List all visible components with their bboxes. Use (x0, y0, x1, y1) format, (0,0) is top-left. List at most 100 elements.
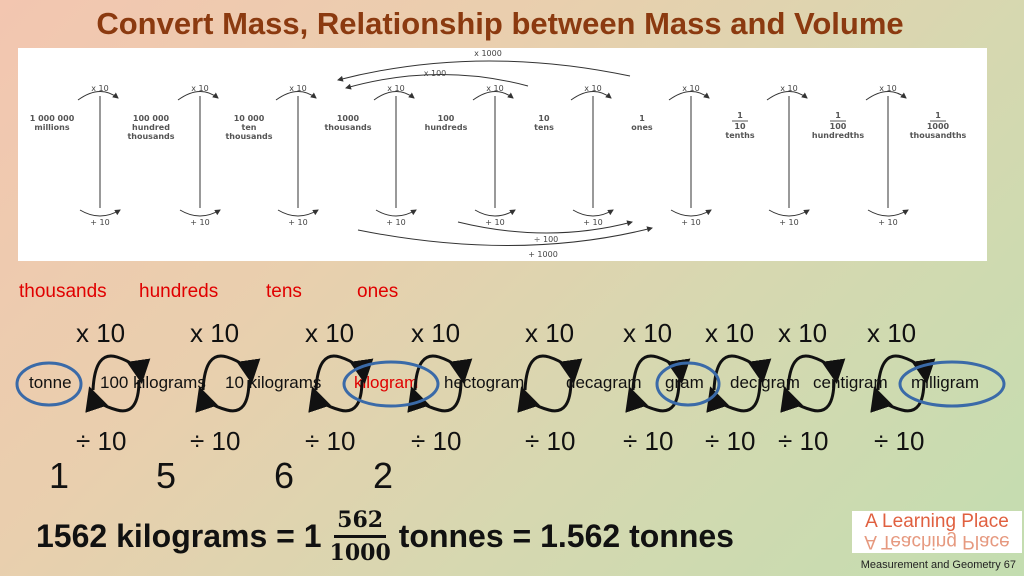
chart-divide-label: + 10 (878, 218, 897, 227)
chart-arc (277, 209, 319, 217)
chart-multiply-label: x 10 (879, 84, 896, 93)
unit-10-kilograms: 10 kilograms (225, 373, 322, 392)
chart-multiply-label: x 10 (91, 84, 108, 93)
chart-arc (179, 209, 221, 217)
place-value-chart: x 1000 x 100 x 10 + 10 x 10 + 10 x 10 + 10 x 10… (18, 48, 987, 261)
divide-arrow (517, 379, 573, 413)
chart-column-value: 100 (438, 114, 455, 123)
chart-long-arc (357, 226, 653, 246)
chart-arc (474, 209, 516, 217)
chart-divide-label: + 10 (90, 218, 109, 227)
chart-column-name: millions (34, 123, 69, 132)
chart-column-name: hundred (132, 123, 170, 132)
chart-multiply-label: x 10 (584, 84, 601, 93)
unit-hectogram: hectogram (444, 373, 525, 392)
chart-multiply-label: x 10 (289, 84, 306, 93)
chart-arc (570, 91, 612, 101)
chart-column-name: tens (534, 123, 554, 132)
divide-label: ÷ 10 (525, 426, 576, 456)
chart-column-value: 1 (639, 114, 645, 123)
chart-multiply-label: x 10 (387, 84, 404, 93)
chart-arc (177, 91, 219, 101)
chart-arc (572, 209, 614, 217)
unit-centigram: centigram (813, 373, 888, 392)
multiply-label: x 10 (525, 318, 575, 348)
multiply-label: x 10 (305, 318, 355, 348)
chart-arc (766, 91, 808, 101)
chart-column-name: tenths (725, 131, 754, 140)
logo: A Learning Place A Teaching Place (852, 511, 1022, 553)
chart-multiply-label: x 10 (780, 84, 797, 93)
chart-arc (865, 91, 907, 101)
chart-arc (275, 91, 317, 101)
digit-tens: 6 (274, 455, 295, 496)
chart-bottom-arc-label: + 1000 (528, 250, 558, 259)
chart-column-name: thousands (225, 132, 272, 141)
place-value-chart-svg: x 1000 x 100 x 10 + 10 x 10 + 10 x 10 + 10 x 10… (30, 49, 967, 259)
divide-label: ÷ 10 (76, 426, 127, 456)
chart-divide-label: + 10 (288, 218, 307, 227)
multiply-label: x 10 (190, 318, 240, 348)
chart-column-name: hundredths (812, 131, 864, 140)
chart-fraction-numerator: 1 (935, 111, 941, 120)
multiply-label: x 10 (778, 318, 828, 348)
chart-divide-label: + 10 (779, 218, 798, 227)
logo-mirror-text: A Teaching Place (864, 531, 1010, 552)
place-header-ones: ones (357, 281, 399, 302)
multiply-label: x 10 (76, 318, 126, 348)
equation-fraction: 562 1000 (330, 507, 391, 566)
divide-label: ÷ 10 (705, 426, 756, 456)
fraction-denominator: 1000 (329, 539, 391, 566)
chart-column-name: thousandths (910, 131, 967, 140)
equation-left: 1562 kilograms = 1 (36, 517, 322, 554)
chart-fraction-denominator: 1000 (927, 122, 950, 131)
chart-column-name: thousands (324, 123, 371, 132)
unit-kilogram: kilogram (354, 373, 419, 392)
chart-column-value: 10 000 (234, 114, 265, 123)
multiply-label: x 10 (705, 318, 755, 348)
chart-long-arc (345, 74, 529, 90)
chart-arc (373, 91, 415, 101)
divide-label: ÷ 10 (623, 426, 674, 456)
chart-bottom-arc-label: ÷ 100 (534, 235, 559, 244)
place-header-thousands: thousands (19, 281, 107, 302)
multiply-label: x 10 (623, 318, 673, 348)
equation-right: tonnes = 1.562 tonnes (398, 517, 734, 554)
chart-arc (670, 209, 712, 217)
chart-multiply-label: x 10 (682, 84, 699, 93)
divide-label: ÷ 10 (778, 426, 829, 456)
chart-column-name: thousands (127, 132, 174, 141)
conversion-equation: 1562 kilograms = 1 562 1000 tonnes = 1.5… (36, 500, 734, 572)
chart-fraction-numerator: 1 (737, 111, 743, 120)
chart-arc (79, 209, 121, 217)
digit-hundreds: 5 (156, 455, 177, 496)
chart-long-arc (337, 60, 631, 82)
chart-column-value: 100 000 (133, 114, 170, 123)
page-title: Convert Mass, Relationship between Mass … (96, 6, 904, 41)
divide-label: ÷ 10 (411, 426, 462, 456)
chart-divide-label: + 10 (681, 218, 700, 227)
chart-arc (768, 209, 810, 217)
chart-multiply-label: x 10 (191, 84, 208, 93)
unit-tonne: tonne (29, 373, 72, 392)
fraction-numerator: 562 (334, 507, 387, 538)
chart-arc (375, 209, 417, 217)
unit-decagram: decagram (566, 373, 642, 392)
chart-fraction-numerator: 1 (835, 111, 841, 120)
place-header-hundreds: hundreds (139, 281, 219, 302)
chart-column-name: hundreds (425, 123, 468, 132)
footer-text: Measurement and Geometry 67 (860, 559, 1016, 571)
chart-multiply-label: x 10 (486, 84, 503, 93)
chart-fraction-denominator: 10 (734, 122, 746, 131)
chart-divide-label: + 10 (190, 218, 209, 227)
divide-label: ÷ 10 (190, 426, 241, 456)
chart-column-value: 10 (538, 114, 550, 123)
unit-milligram: milligram (911, 373, 979, 392)
unit-100-kilograms: 100 kilograms (100, 373, 206, 392)
chart-long-arc (457, 220, 633, 234)
chart-column-name: ones (631, 123, 653, 132)
chart-arc (867, 209, 909, 217)
multiply-label: x 10 (411, 318, 461, 348)
divide-label: ÷ 10 (305, 426, 356, 456)
multiply-label: x 10 (867, 318, 917, 348)
